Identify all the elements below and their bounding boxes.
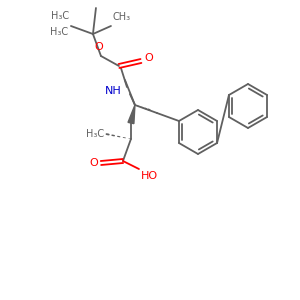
Text: NH: NH [105,86,122,96]
Text: O: O [89,158,98,168]
Text: H₃C: H₃C [86,129,104,139]
Polygon shape [128,105,135,124]
Text: H₃C: H₃C [50,27,68,37]
Text: CH₃: CH₃ [113,12,131,22]
Text: HO: HO [141,171,158,181]
Text: O: O [94,42,103,52]
Text: H₃C: H₃C [51,11,69,21]
Text: O: O [144,53,153,63]
